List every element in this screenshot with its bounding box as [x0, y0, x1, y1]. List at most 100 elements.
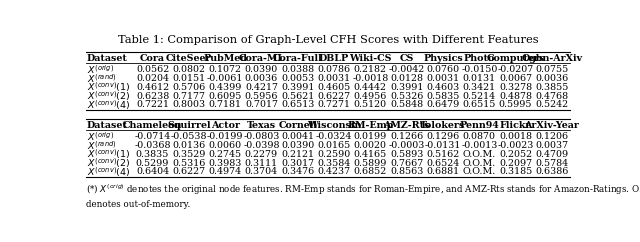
Text: 0.7177: 0.7177 — [172, 91, 205, 101]
Text: -0.0398: -0.0398 — [243, 141, 280, 150]
Text: 0.0041: 0.0041 — [281, 132, 314, 141]
Text: Squirrel: Squirrel — [167, 121, 211, 130]
Text: 0.5848: 0.5848 — [390, 100, 423, 109]
Text: CiteSeer: CiteSeer — [166, 54, 212, 63]
Text: 0.3185: 0.3185 — [499, 167, 532, 176]
Text: 0.3855: 0.3855 — [535, 83, 568, 92]
Text: 0.0060: 0.0060 — [209, 141, 242, 150]
Text: 0.3991: 0.3991 — [390, 83, 423, 92]
Text: $X^{(rand)}$: $X^{(rand)}$ — [87, 139, 116, 152]
Text: 0.3991: 0.3991 — [281, 83, 314, 92]
Text: 0.0136: 0.0136 — [172, 141, 205, 150]
Text: 0.0388: 0.0388 — [281, 65, 314, 74]
Text: 0.5995: 0.5995 — [499, 100, 532, 109]
Text: DBLP: DBLP — [319, 54, 349, 63]
Text: 0.0031: 0.0031 — [426, 74, 460, 83]
Text: 0.6524: 0.6524 — [426, 159, 460, 168]
Text: -0.0023: -0.0023 — [497, 141, 534, 150]
Text: 0.6479: 0.6479 — [426, 100, 460, 109]
Text: 0.4974: 0.4974 — [209, 167, 242, 176]
Text: 0.3421: 0.3421 — [463, 83, 496, 92]
Text: Dataset: Dataset — [87, 121, 128, 130]
Text: 0.6513: 0.6513 — [281, 100, 314, 109]
Text: 0.2279: 0.2279 — [245, 150, 278, 159]
Text: 0.3584: 0.3584 — [317, 159, 351, 168]
Text: $X^{(conv)}(1)$: $X^{(conv)}(1)$ — [87, 81, 131, 94]
Text: $X^{(orig)}$: $X^{(orig)}$ — [87, 64, 114, 76]
Text: 0.0802: 0.0802 — [172, 65, 205, 74]
Text: CS: CS — [399, 54, 414, 63]
Text: $X^{(conv)}(4)$: $X^{(conv)}(4)$ — [87, 98, 131, 112]
Text: -0.0013: -0.0013 — [461, 141, 497, 150]
Text: 0.2097: 0.2097 — [499, 159, 532, 168]
Text: 0.4768: 0.4768 — [535, 91, 568, 101]
Text: 0.6852: 0.6852 — [354, 167, 387, 176]
Text: 0.3111: 0.3111 — [245, 159, 278, 168]
Text: 0.0755: 0.0755 — [535, 65, 568, 74]
Text: -0.0003: -0.0003 — [388, 141, 425, 150]
Text: $X^{(rand)}$: $X^{(rand)}$ — [87, 72, 116, 85]
Text: 0.6881: 0.6881 — [426, 167, 460, 176]
Text: (*) $X^{(orig)}$ denotes the original node features. RM-Emp stands for Roman-Emp: (*) $X^{(orig)}$ denotes the original no… — [86, 183, 640, 197]
Text: Cora-ML: Cora-ML — [238, 54, 285, 63]
Text: Table 1: Comparison of Graph-Level CFH Scores with Different Features: Table 1: Comparison of Graph-Level CFH S… — [118, 35, 538, 45]
Text: AMZ-Rts: AMZ-Rts — [383, 121, 430, 130]
Text: 0.4442: 0.4442 — [354, 83, 387, 92]
Text: 0.0786: 0.0786 — [317, 65, 351, 74]
Text: 0.6227: 0.6227 — [172, 167, 205, 176]
Text: -0.0538: -0.0538 — [171, 132, 207, 141]
Text: 0.5299: 0.5299 — [136, 159, 169, 168]
Text: 0.4399: 0.4399 — [209, 83, 242, 92]
Text: 0.5326: 0.5326 — [390, 91, 423, 101]
Text: 0.1206: 0.1206 — [535, 132, 568, 141]
Text: -0.0042: -0.0042 — [388, 65, 425, 74]
Text: 0.7271: 0.7271 — [317, 100, 351, 109]
Text: PubMed: PubMed — [203, 54, 247, 63]
Text: 0.0760: 0.0760 — [426, 65, 460, 74]
Text: ArXiv-Year: ArXiv-Year — [524, 121, 579, 130]
Text: 0.0053: 0.0053 — [281, 74, 314, 83]
Text: Penn94: Penn94 — [460, 121, 499, 130]
Text: 0.6238: 0.6238 — [136, 91, 169, 101]
Text: 0.4603: 0.4603 — [426, 83, 460, 92]
Text: $X^{(orig)}$: $X^{(orig)}$ — [87, 131, 114, 143]
Text: $X^{(conv)}(4)$: $X^{(conv)}(4)$ — [87, 165, 131, 179]
Text: 0.0390: 0.0390 — [281, 141, 314, 150]
Text: 0.0390: 0.0390 — [245, 65, 278, 74]
Text: Ogbn-ArXiv: Ogbn-ArXiv — [522, 54, 582, 63]
Text: 0.0036: 0.0036 — [245, 74, 278, 83]
Text: -0.0324: -0.0324 — [316, 132, 352, 141]
Text: Tolokers: Tolokers — [420, 121, 465, 130]
Text: 0.7017: 0.7017 — [245, 100, 278, 109]
Text: 0.5899: 0.5899 — [354, 159, 387, 168]
Text: Wisconsin: Wisconsin — [307, 121, 361, 130]
Text: 0.6404: 0.6404 — [136, 167, 169, 176]
Text: O.O.M.: O.O.M. — [463, 150, 496, 159]
Text: $X^{(conv)}(2)$: $X^{(conv)}(2)$ — [87, 156, 131, 170]
Text: -0.0061: -0.0061 — [207, 74, 243, 83]
Text: 0.5784: 0.5784 — [535, 159, 568, 168]
Text: 0.0018: 0.0018 — [499, 132, 532, 141]
Text: 0.0128: 0.0128 — [390, 74, 423, 83]
Text: 0.5706: 0.5706 — [172, 83, 205, 92]
Text: Cora: Cora — [140, 54, 165, 63]
Text: 0.4237: 0.4237 — [317, 167, 351, 176]
Text: 0.5893: 0.5893 — [390, 150, 423, 159]
Text: Wiki-CS: Wiki-CS — [349, 54, 392, 63]
Text: 0.4165: 0.4165 — [354, 150, 387, 159]
Text: 0.0036: 0.0036 — [535, 74, 568, 83]
Text: 0.7221: 0.7221 — [136, 100, 169, 109]
Text: 0.0562: 0.0562 — [136, 65, 169, 74]
Text: 0.6386: 0.6386 — [535, 167, 568, 176]
Text: denotes out-of-memory.: denotes out-of-memory. — [86, 200, 190, 209]
Text: Flickr: Flickr — [500, 121, 531, 130]
Text: $X^{(conv)}(1)$: $X^{(conv)}(1)$ — [87, 148, 131, 161]
Text: 0.0151: 0.0151 — [172, 74, 205, 83]
Text: 0.5835: 0.5835 — [426, 91, 460, 101]
Text: -0.0018: -0.0018 — [352, 74, 388, 83]
Text: 0.5956: 0.5956 — [244, 91, 278, 101]
Text: O.O.M.: O.O.M. — [463, 159, 496, 168]
Text: O.O.M.: O.O.M. — [463, 167, 496, 176]
Text: -0.0803: -0.0803 — [243, 132, 280, 141]
Text: 0.1296: 0.1296 — [426, 132, 460, 141]
